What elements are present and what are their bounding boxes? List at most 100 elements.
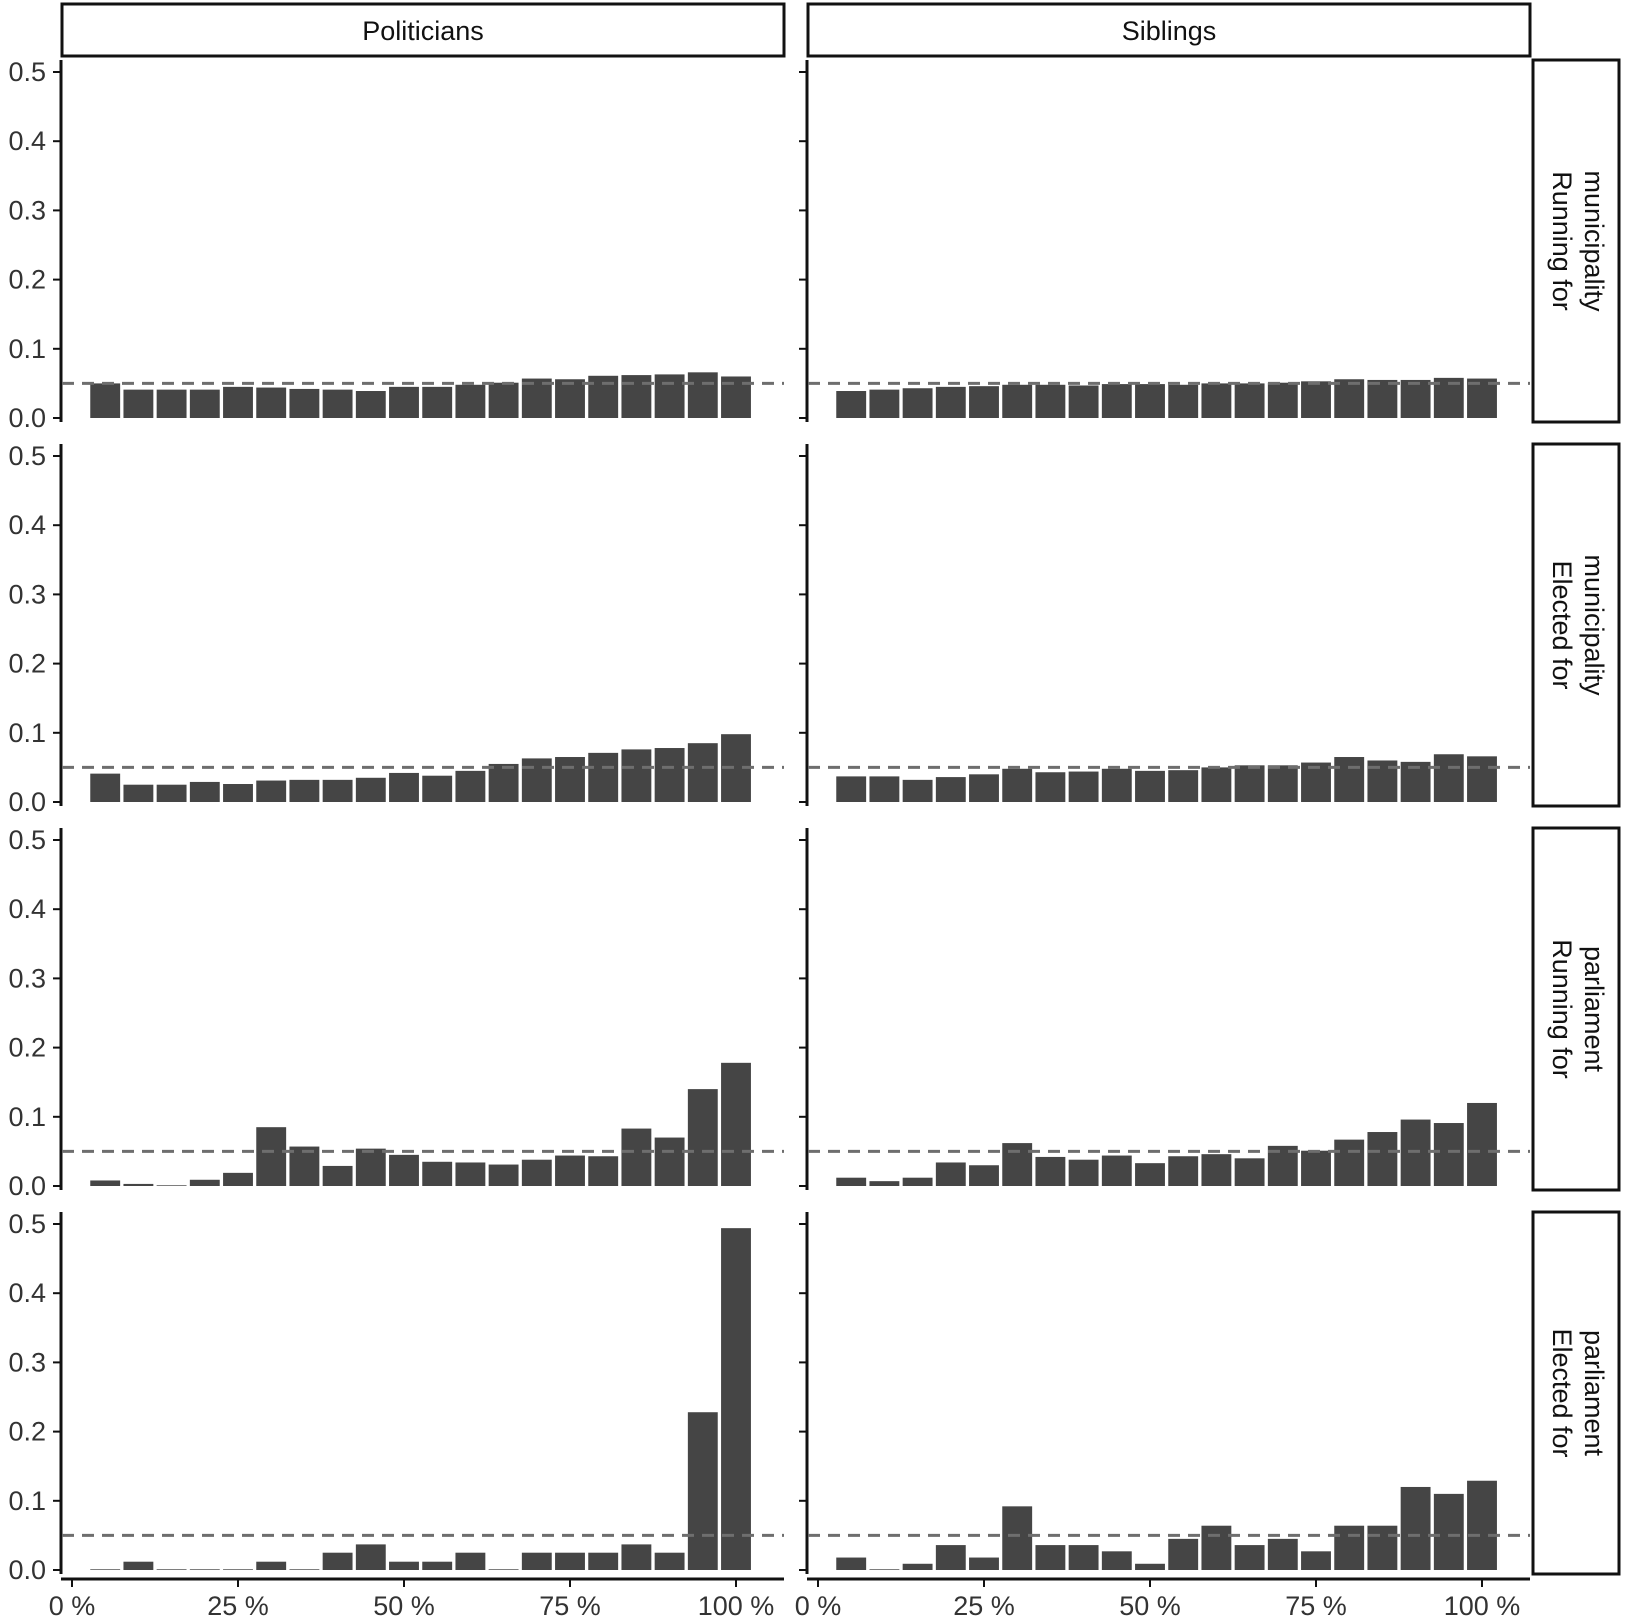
bar: [355, 777, 386, 802]
y-tick-label: 0.4: [8, 510, 46, 540]
bar: [1400, 1486, 1431, 1570]
bar: [902, 388, 933, 418]
bar: [654, 748, 685, 802]
bar: [1334, 757, 1365, 802]
y-tick-label: 0.1: [8, 1102, 46, 1132]
facet-strip-0: Politicians: [60, 2, 786, 58]
bar: [1002, 384, 1033, 418]
bar: [1467, 1480, 1497, 1570]
x-axis-1: 0 % 25 % 50 % 75 % 100 %: [795, 1577, 1530, 1621]
bar: [355, 1544, 386, 1570]
bar: [869, 1181, 900, 1186]
bar: [902, 1177, 933, 1186]
bar: [1334, 1139, 1365, 1186]
row-strip-1: Elected for municipality: [1531, 442, 1621, 808]
panel-2-0: 0.0 0.1 0.2 0.3 0.4 0.5: [8, 825, 784, 1201]
facet-strip-box: [806, 2, 1532, 58]
bar: [455, 384, 486, 418]
bar: [869, 389, 900, 418]
y-tick-label: 0.3: [8, 1347, 46, 1377]
bar: [1168, 1538, 1199, 1570]
y-tick-label: 0.2: [8, 649, 46, 679]
y-tick-label: 0.4: [8, 1278, 46, 1308]
bar: [455, 770, 486, 802]
facet-strip-label: Politicians: [362, 16, 484, 46]
bar: [1301, 381, 1331, 418]
bar: [687, 1089, 718, 1186]
x-tick-label: 50 %: [373, 1591, 435, 1621]
bar: [1168, 770, 1199, 802]
bar: [621, 749, 652, 802]
x-tick-label: 75 %: [1285, 1591, 1347, 1621]
bar: [123, 1561, 154, 1570]
bar: [836, 391, 867, 418]
row-strip-box: [1531, 826, 1621, 1192]
bar: [935, 386, 966, 418]
bar: [123, 389, 154, 418]
bar: [1101, 384, 1132, 418]
bar: [1467, 756, 1497, 802]
bar: [588, 1552, 619, 1570]
bar: [654, 1137, 685, 1186]
y-tick-label: 0.4: [8, 126, 46, 156]
bar: [521, 378, 552, 418]
bar: [935, 777, 966, 802]
y-tick-label: 0.3: [8, 963, 46, 993]
bar: [969, 1165, 999, 1186]
bar: [1301, 1150, 1331, 1186]
bar: [1068, 1545, 1099, 1570]
y-tick-label: 0.1: [8, 718, 46, 748]
bar: [902, 779, 933, 802]
bar: [869, 1569, 900, 1570]
bar: [1201, 1525, 1232, 1570]
x-axis-0: 0 % 25 % 50 % 75 % 100 %: [49, 1577, 784, 1621]
bar: [521, 1552, 552, 1570]
bar: [1234, 383, 1265, 418]
bar: [355, 1148, 386, 1186]
bar: [621, 375, 652, 418]
row-strip-3: Elected for parliament: [1531, 1210, 1621, 1576]
panel-2-1: [799, 828, 1530, 1190]
x-tick-label: 75 %: [539, 1591, 601, 1621]
x-tick-label: 25 %: [207, 1591, 269, 1621]
row-strip-label-line: parliament: [1579, 1330, 1609, 1457]
y-tick-label: 0.1: [8, 334, 46, 364]
bar: [422, 1561, 453, 1570]
bar: [289, 779, 320, 802]
bar: [223, 784, 253, 802]
row-strip-0: Running for municipality: [1531, 58, 1621, 424]
bar: [1168, 384, 1199, 418]
bar: [1367, 379, 1398, 418]
bar: [422, 775, 453, 802]
bar: [1267, 1538, 1298, 1570]
y-tick-label: 0.5: [8, 57, 46, 87]
bar: [1035, 1156, 1066, 1186]
bar: [555, 1552, 585, 1570]
y-tick-label: 0.2: [8, 1033, 46, 1063]
panel-3-0: 0.0 0.1 0.2 0.3 0.4 0.5: [8, 1209, 784, 1585]
panel-3-1: [799, 1212, 1530, 1574]
bar: [1201, 383, 1232, 418]
row-strip-label-line: municipality: [1579, 554, 1609, 696]
bar: [1367, 1525, 1398, 1570]
bar: [123, 1183, 154, 1186]
y-tick-label: 0.2: [8, 265, 46, 295]
bar: [1101, 1551, 1132, 1570]
bar: [1002, 1506, 1033, 1570]
bar: [1433, 1493, 1464, 1570]
bar: [1267, 765, 1298, 802]
row-strip-label-line: Running for: [1547, 171, 1577, 311]
bar: [1168, 1156, 1199, 1186]
bar: [455, 1162, 486, 1186]
row-strip-label-line: parliament: [1579, 946, 1609, 1073]
bar: [322, 1165, 353, 1186]
y-tick-label: 0.0: [8, 403, 46, 433]
bar: [1234, 1545, 1265, 1570]
row-strip-box: [1531, 442, 1621, 808]
bar: [621, 1128, 652, 1186]
bar: [1101, 768, 1132, 802]
facet-strip-1: Siblings: [806, 2, 1532, 58]
row-strip-box: [1531, 58, 1621, 424]
bar: [488, 1569, 519, 1570]
bar: [322, 389, 353, 418]
